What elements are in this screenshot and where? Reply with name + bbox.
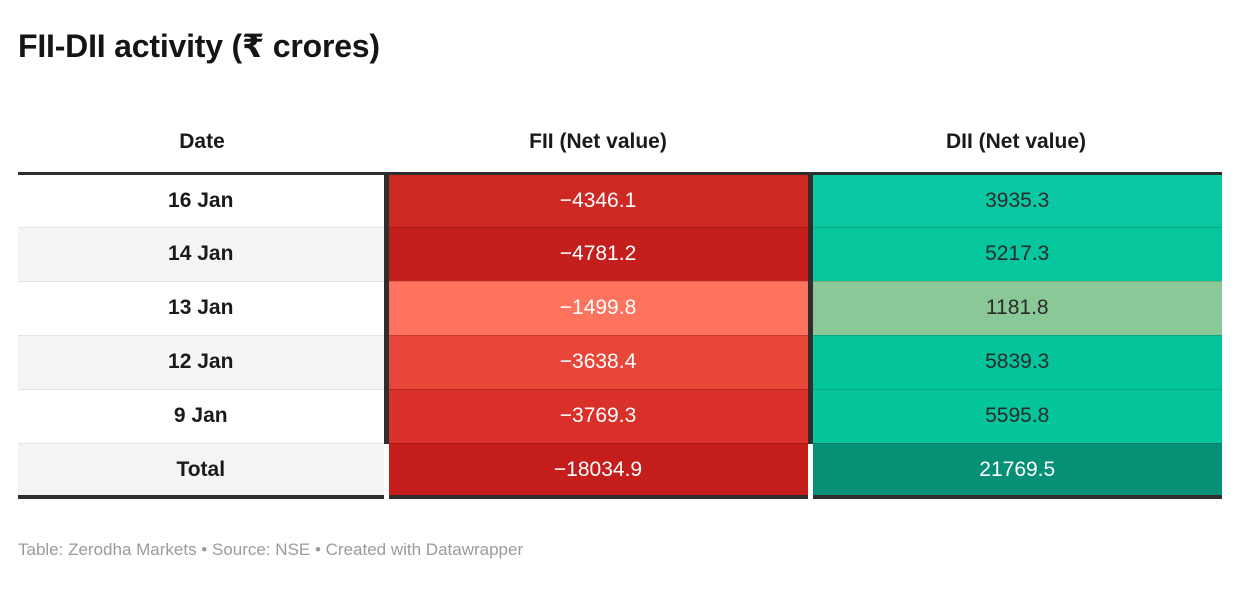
total-label-cell: Total [18, 442, 389, 500]
date-cell: 16 Jan [18, 173, 389, 228]
column-header-dii: DII (Net value) [810, 111, 1222, 175]
date-cell: 13 Jan [18, 280, 389, 336]
fii-dii-table: Date FII (Net value) DII (Net value) 16 … [18, 111, 1222, 500]
fii-value-cell: −4781.2 [386, 226, 813, 282]
column-header-fii: FII (Net value) [386, 111, 810, 175]
dii-value-cell: 5839.3 [810, 334, 1222, 390]
total-row: Total −18034.9 21769.5 [18, 442, 1222, 500]
dii-value-cell: 3935.3 [810, 173, 1222, 228]
fii-value-cell: −3638.4 [386, 334, 813, 390]
datawrapper-chart: FII-DII activity (₹ crores) Date FII (Ne… [18, 28, 1222, 560]
attribution-footer: Table: Zerodha Markets • Source: NSE • C… [18, 540, 524, 560]
date-cell: 9 Jan [18, 388, 389, 444]
column-header-date: Date [18, 111, 386, 175]
table-row: 16 Jan −4346.1 3935.3 [18, 173, 1222, 228]
table-header: Date FII (Net value) DII (Net value) [18, 111, 1222, 175]
fii-value-cell: −1499.8 [386, 280, 813, 336]
table-row: 9 Jan −3769.3 5595.8 [18, 388, 1222, 444]
table-row: 13 Jan −1499.8 1181.8 [18, 280, 1222, 336]
table-body: 16 Jan −4346.1 3935.3 14 Jan −4781.2 521… [18, 173, 1222, 500]
fii-value-cell: −4346.1 [386, 173, 813, 228]
date-cell: 12 Jan [18, 334, 389, 390]
table-row: 12 Jan −3638.4 5839.3 [18, 334, 1222, 390]
dii-value-cell: 1181.8 [810, 280, 1222, 336]
fii-value-cell: −3769.3 [386, 388, 813, 444]
dii-value-cell: 5217.3 [810, 226, 1222, 282]
dii-value-cell: 5595.8 [810, 388, 1222, 444]
total-fii-cell: −18034.9 [386, 442, 813, 500]
header-row: Date FII (Net value) DII (Net value) [18, 111, 1222, 175]
table-row: 14 Jan −4781.2 5217.3 [18, 226, 1222, 282]
page-title: FII-DII activity (₹ crores) [18, 28, 380, 64]
total-dii-cell: 21769.5 [810, 442, 1222, 500]
date-cell: 14 Jan [18, 226, 389, 282]
